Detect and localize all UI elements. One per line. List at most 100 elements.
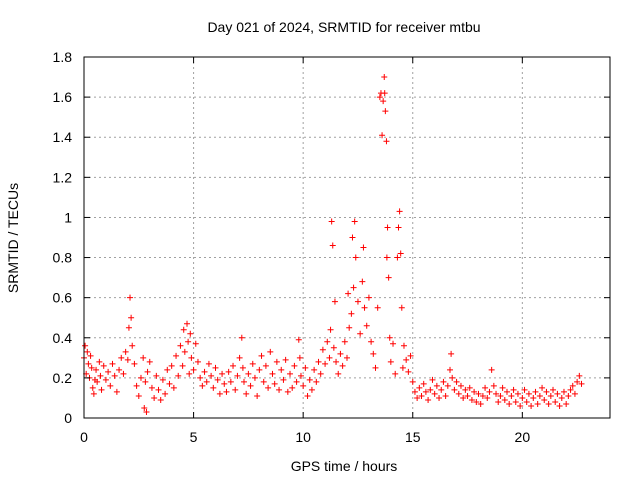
data-point: [530, 394, 537, 401]
data-point: [188, 354, 195, 361]
data-point: [247, 382, 254, 389]
data-point: [118, 354, 125, 361]
data-point: [381, 74, 388, 81]
data-point: [411, 388, 418, 395]
data-point: [407, 352, 414, 359]
data-point: [390, 340, 397, 347]
data-point: [448, 350, 455, 357]
plot-frame: [83, 56, 611, 419]
data-point: [245, 370, 252, 377]
data-point: [486, 388, 493, 395]
data-point: [510, 386, 517, 393]
data-point: [331, 298, 338, 305]
data-point: [532, 388, 539, 395]
data-point: [187, 330, 194, 337]
data-point: [116, 366, 123, 373]
data-point: [313, 378, 320, 385]
data-point: [339, 362, 346, 369]
data-point: [164, 366, 171, 373]
data-point: [506, 400, 513, 407]
data-point: [436, 394, 443, 401]
y-tick-label: 1.8: [53, 49, 73, 65]
y-tick-label: 0.6: [53, 290, 73, 306]
data-point: [567, 386, 574, 393]
data-point: [153, 372, 160, 379]
y-tick-label: 0.8: [53, 250, 73, 266]
data-point: [543, 388, 550, 395]
data-point: [180, 326, 187, 333]
data-point: [349, 234, 356, 241]
data-point: [508, 392, 515, 399]
y-tick-label: 1.6: [53, 89, 73, 105]
data-point: [442, 392, 449, 399]
data-point: [162, 390, 169, 397]
data-point: [96, 358, 103, 365]
y-axis-ticks: 0 0.2 0.4 0.6 0.8 1 1.2 1.4 1.6 1.8: [53, 49, 610, 426]
data-point: [354, 298, 361, 305]
data-point: [201, 368, 208, 375]
data-point: [135, 392, 142, 399]
data-point: [374, 304, 381, 311]
data-point: [387, 358, 394, 365]
data-point: [453, 378, 460, 385]
x-tick-label: 15: [405, 429, 421, 445]
data-point: [157, 396, 164, 403]
data-point: [460, 394, 467, 401]
data-point: [199, 382, 206, 389]
data-point: [433, 382, 440, 389]
data-point: [539, 384, 546, 391]
data-point: [384, 224, 391, 231]
data-point: [493, 390, 500, 397]
data-point: [197, 374, 204, 381]
data-point: [88, 364, 95, 371]
data-point: [100, 362, 107, 369]
data-point: [232, 386, 239, 393]
data-point: [137, 374, 144, 381]
data-point: [376, 94, 383, 101]
data-point: [234, 372, 241, 379]
data-point: [554, 390, 561, 397]
chart-title: Day 021 of 2024, SRMTID for receiver mtb…: [207, 19, 480, 35]
data-point: [254, 392, 261, 399]
data-point: [251, 374, 258, 381]
x-axis-ticks: 0 5 10 15 20: [80, 57, 530, 445]
data-point: [512, 398, 519, 405]
data-point: [168, 362, 175, 369]
data-point: [519, 394, 526, 401]
data-point: [440, 378, 447, 385]
data-point: [329, 242, 336, 249]
data-point: [392, 370, 399, 377]
data-point: [403, 356, 410, 363]
data-point: [90, 390, 97, 397]
data-point: [536, 392, 543, 399]
data-point: [420, 380, 427, 387]
data-point: [179, 362, 186, 369]
data-point: [560, 388, 567, 395]
data-point: [558, 394, 565, 401]
data-point: [159, 376, 166, 383]
data-point: [89, 384, 96, 391]
data-point: [394, 254, 401, 261]
data-point: [488, 366, 495, 373]
data-point: [173, 352, 180, 359]
data-point: [565, 392, 572, 399]
data-point: [239, 364, 246, 371]
data-point: [146, 358, 153, 365]
data-point: [545, 400, 552, 407]
data-point: [556, 402, 563, 409]
data-point: [265, 384, 272, 391]
data-point: [466, 384, 473, 391]
data-point: [345, 290, 352, 297]
data-point: [85, 360, 92, 367]
data-point: [225, 368, 232, 375]
y-tick-label: 1.2: [53, 169, 73, 185]
data-point: [238, 334, 245, 341]
data-point: [133, 382, 140, 389]
data-point: [503, 388, 510, 395]
data-point: [315, 358, 322, 365]
data-point: [184, 320, 191, 327]
data-point: [125, 324, 132, 331]
data-point: [351, 218, 358, 225]
data-point: [194, 358, 201, 365]
